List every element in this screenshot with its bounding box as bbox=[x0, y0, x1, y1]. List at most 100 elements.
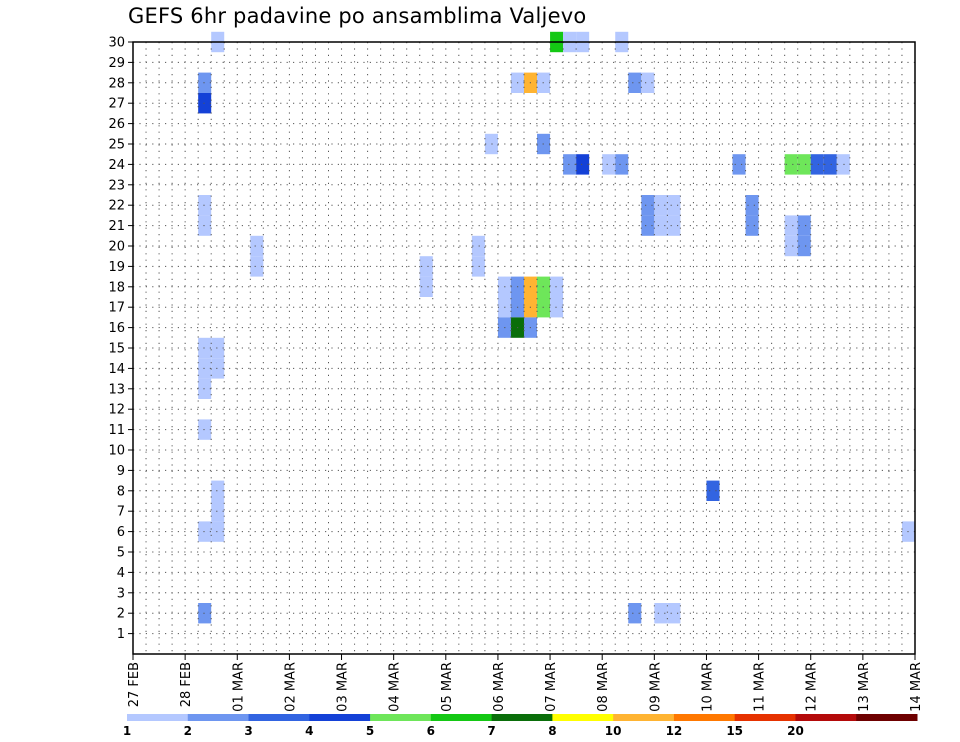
heatmap-cell bbox=[641, 215, 655, 236]
y-tick-label: 2 bbox=[117, 607, 125, 622]
y-tick-label: 30 bbox=[108, 36, 125, 51]
x-tick-label: 11 MAR bbox=[753, 662, 768, 712]
colorbar-label: 10 bbox=[605, 724, 622, 738]
y-axis: 1234567891011121314151617181920212223242… bbox=[108, 36, 133, 642]
y-tick-label: 10 bbox=[108, 444, 125, 459]
x-tick-label: 13 MAR bbox=[857, 662, 872, 712]
colorbar-label: 12 bbox=[666, 724, 683, 738]
heatmap-cell bbox=[198, 358, 212, 379]
heatmap-cell bbox=[654, 215, 668, 236]
y-tick-label: 18 bbox=[108, 280, 125, 295]
x-tick-label: 08 MAR bbox=[596, 662, 611, 712]
x-tick-label: 02 MAR bbox=[283, 662, 298, 712]
y-tick-label: 17 bbox=[108, 301, 125, 316]
heatmap-cell bbox=[576, 154, 590, 175]
heatmap-cell bbox=[823, 154, 837, 175]
y-tick-label: 14 bbox=[108, 362, 125, 377]
heatmap-cell bbox=[745, 215, 759, 236]
y-tick-label: 28 bbox=[108, 76, 125, 91]
heatmap-cell bbox=[615, 154, 629, 175]
heatmap-cell bbox=[836, 154, 850, 175]
colorbar-swatch bbox=[552, 714, 614, 721]
heatmap-cell bbox=[211, 358, 225, 379]
heatmap-cell bbox=[211, 521, 225, 542]
y-tick-label: 8 bbox=[117, 484, 125, 499]
x-tick-label: 06 MAR bbox=[492, 662, 507, 712]
y-tick-label: 16 bbox=[108, 321, 125, 336]
heatmap-cell bbox=[654, 195, 668, 216]
x-tick-label: 03 MAR bbox=[336, 662, 351, 712]
heatmap-cell bbox=[641, 72, 655, 93]
colorbar-swatch bbox=[370, 714, 432, 721]
heatmap-cell bbox=[198, 521, 212, 542]
colorbar-label: 3 bbox=[244, 724, 252, 738]
x-tick-label: 07 MAR bbox=[544, 662, 559, 712]
y-tick-label: 25 bbox=[108, 138, 125, 153]
heatmap-cell bbox=[471, 235, 485, 257]
y-tick-label: 7 bbox=[117, 505, 125, 520]
colorbar-swatch bbox=[187, 714, 250, 721]
y-tick-label: 12 bbox=[108, 403, 125, 418]
colorbar-swatch bbox=[673, 714, 736, 721]
heatmap-cell bbox=[198, 195, 212, 216]
heatmap-cell bbox=[198, 337, 212, 359]
colorbar-swatch bbox=[127, 714, 189, 721]
heatmap-cell bbox=[250, 235, 264, 257]
heatmap-cell bbox=[745, 195, 759, 216]
chart-title: GEFS 6hr padavine po ansamblima Valjevo bbox=[128, 4, 587, 28]
heatmap-cell bbox=[563, 154, 577, 175]
y-tick-label: 9 bbox=[117, 464, 125, 479]
colorbar-label: 5 bbox=[366, 724, 374, 738]
colorbar-label: 4 bbox=[305, 724, 313, 738]
heatmap-cell bbox=[667, 603, 681, 624]
heatmap-cell bbox=[211, 501, 225, 522]
colorbar-swatch bbox=[613, 714, 675, 721]
colorbar: 1 2 3 4 5 6 7 8 10 12 15 20 bbox=[123, 714, 918, 738]
heatmap-cell bbox=[797, 235, 811, 257]
heatmap-cell bbox=[797, 154, 811, 175]
heatmap-cell bbox=[784, 215, 798, 236]
x-tick-label: 01 MAR bbox=[231, 662, 246, 712]
colorbar-label: 15 bbox=[726, 724, 743, 738]
colorbar-label: 6 bbox=[427, 724, 435, 738]
colorbar-swatch bbox=[795, 714, 857, 721]
colorbar-label: 8 bbox=[548, 724, 556, 738]
y-tick-label: 22 bbox=[108, 199, 125, 214]
grid-layer bbox=[133, 41, 915, 654]
y-tick-label: 21 bbox=[108, 219, 125, 234]
y-tick-label: 24 bbox=[108, 158, 125, 173]
y-tick-label: 5 bbox=[117, 546, 125, 561]
heatmap-cell bbox=[198, 72, 212, 93]
y-tick-label: 13 bbox=[108, 382, 125, 397]
heatmap-cell bbox=[419, 256, 433, 277]
y-tick-label: 26 bbox=[108, 117, 125, 132]
y-tick-label: 27 bbox=[108, 97, 125, 112]
x-tick-label: 12 MAR bbox=[805, 662, 820, 712]
colorbar-swatch bbox=[248, 714, 310, 721]
colorbar-swatch bbox=[734, 714, 796, 721]
colorbar-label: 1 bbox=[123, 724, 131, 738]
y-tick-label: 29 bbox=[108, 56, 125, 71]
heatmap-cell bbox=[211, 480, 225, 501]
heatmap-cell bbox=[628, 603, 642, 624]
colorbar-label: 7 bbox=[487, 724, 495, 738]
y-tick-label: 1 bbox=[117, 627, 125, 642]
colorbar-swatch bbox=[430, 714, 493, 721]
colorbar-swatch bbox=[491, 714, 553, 721]
x-axis: 27 FEB 28 FEB 01 MAR 02 MAR 03 MAR 04 MAR 05 M… bbox=[127, 654, 924, 712]
heatmap-cell bbox=[602, 154, 616, 175]
y-tick-label: 4 bbox=[117, 566, 125, 581]
heatmap-cell bbox=[211, 337, 225, 359]
heatmap-cell bbox=[797, 215, 811, 236]
colorbar-swatch bbox=[856, 714, 918, 721]
heatmap-cell bbox=[784, 235, 798, 257]
x-tick-label: 05 MAR bbox=[440, 662, 455, 712]
y-tick-label: 3 bbox=[117, 586, 125, 601]
colorbar-label: 2 bbox=[184, 724, 192, 738]
x-tick-label: 04 MAR bbox=[388, 662, 403, 712]
y-tick-label: 20 bbox=[108, 240, 125, 255]
heatmap-cell bbox=[198, 93, 212, 114]
x-tick-label: 28 FEB bbox=[179, 662, 194, 707]
heatmap-cell bbox=[419, 276, 433, 297]
